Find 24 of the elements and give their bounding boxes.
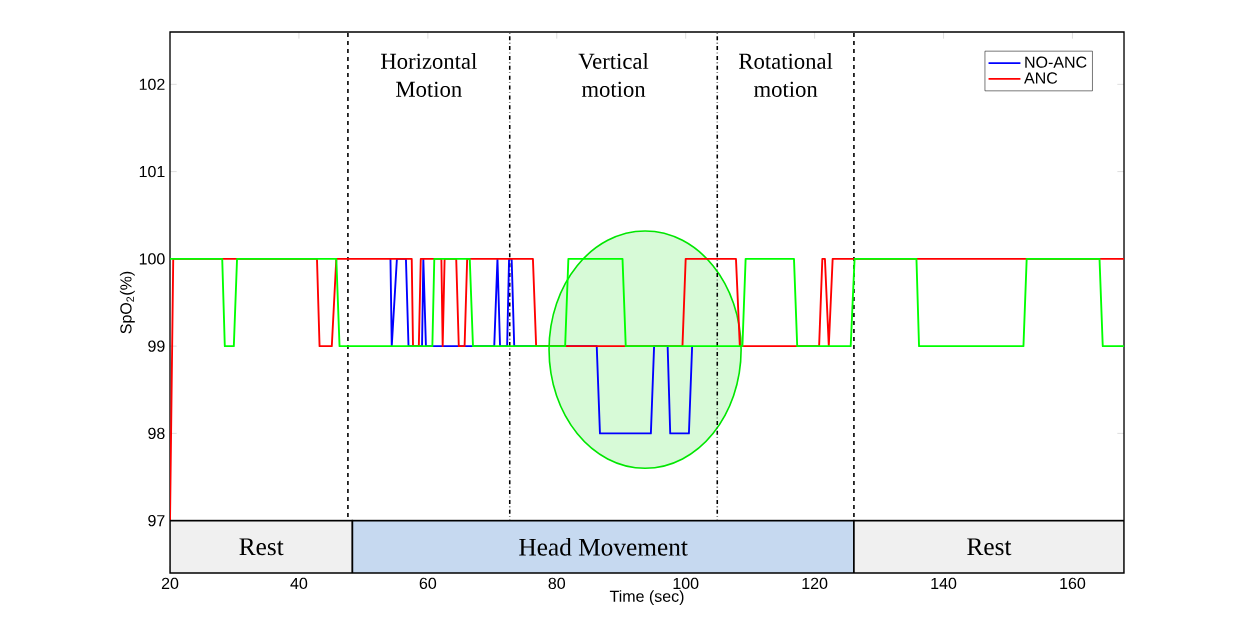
y-tick-label: 97: [148, 514, 165, 527]
y-tick-label: 100: [139, 253, 165, 265]
band-label: Rest: [239, 538, 284, 556]
x-tick-label: 20: [161, 577, 179, 590]
x-axis-title: Time (sec): [609, 590, 684, 606]
annotation: Horizontal Motion: [381, 52, 477, 97]
y-tick-label: 99: [148, 340, 165, 352]
x-tick-label: 60: [419, 577, 437, 590]
y-tick-label: 98: [148, 427, 165, 440]
y-tick-label: 102: [139, 78, 165, 91]
legend-label: ANC: [1024, 72, 1058, 84]
x-tick-label: 80: [548, 577, 566, 590]
legend-label: NO-ANC: [1025, 56, 1087, 68]
annotation: Vertical motion: [578, 52, 649, 97]
y-axis-title: SpO$_{2}$(%): [119, 271, 135, 334]
x-tick-label: 140: [931, 577, 957, 590]
annotation: Rotational motion: [739, 52, 833, 97]
x-tick-label: 100: [673, 577, 699, 590]
band-label: Rest: [967, 538, 1012, 556]
x-tick-label: 120: [802, 577, 828, 590]
x-tick-label: 40: [290, 577, 308, 590]
y-tick-label: 101: [139, 165, 165, 178]
band-label: Head Movement: [519, 537, 688, 556]
x-tick-label: 160: [1060, 577, 1086, 590]
